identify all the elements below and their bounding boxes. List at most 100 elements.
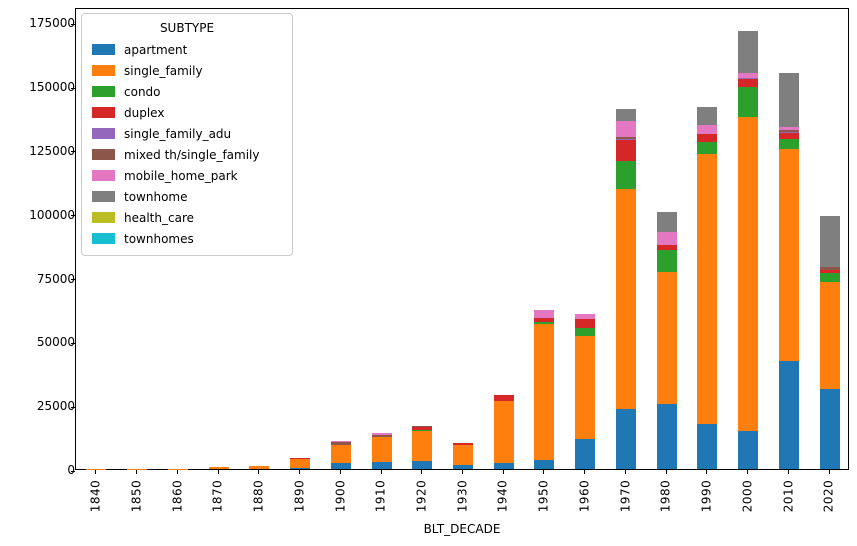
bar-stack-1970 xyxy=(615,109,636,469)
legend-swatch-icon xyxy=(92,107,115,118)
x-axis-tick-label-text: 1980 xyxy=(658,479,673,513)
legend-swatch-icon xyxy=(92,212,115,223)
legend-entry-mobile-home-park: mobile_home_park xyxy=(90,165,284,186)
bar-stack-1990 xyxy=(697,106,718,469)
bar-segment-duplex xyxy=(615,139,636,161)
y-tick-mark xyxy=(71,23,75,25)
legend-label: apartment xyxy=(124,42,188,57)
bar-segment-mobile-home-park xyxy=(778,127,799,130)
x-axis-tick-label: 1910 xyxy=(361,476,401,516)
legend-label: mobile_home_park xyxy=(124,168,238,183)
bar-segment-duplex xyxy=(697,133,718,143)
bar-segment-single-family xyxy=(615,189,636,409)
bar-segment-single-family xyxy=(249,465,270,469)
bar-segment-duplex xyxy=(534,317,555,323)
legend-swatch-icon xyxy=(92,44,115,55)
bar-segment-condo xyxy=(656,250,677,272)
bar-segment-apartment xyxy=(697,424,718,469)
bar-segment-duplex xyxy=(778,132,799,139)
x-axis-tick-label-text: 1900 xyxy=(332,479,347,513)
x-axis-tick-label: 1850 xyxy=(116,476,156,516)
x-tick-mark xyxy=(299,470,301,474)
x-axis-tick-label: 1900 xyxy=(320,476,360,516)
x-axis-tick-label: 2020 xyxy=(809,476,849,516)
x-axis-tick-label-text: 1970 xyxy=(617,479,632,513)
x-axis-tick-label: 1920 xyxy=(401,476,441,516)
x-tick-mark xyxy=(421,470,423,474)
x-tick-mark xyxy=(543,470,545,474)
bar-segment-duplex xyxy=(819,269,840,274)
x-tick-mark xyxy=(665,470,667,474)
bar-segment-mixed-th-single-family xyxy=(615,137,636,139)
bar-segment-single-family xyxy=(412,431,433,461)
x-axis-tick-label-text: 2020 xyxy=(821,479,836,513)
legend-label: single_family xyxy=(124,63,203,78)
bar-segment-duplex xyxy=(412,427,433,431)
x-axis-tick-label: 2010 xyxy=(768,476,808,516)
bar-segment-townhome xyxy=(656,212,677,232)
y-tick-mark xyxy=(71,342,75,344)
legend-label: health_care xyxy=(124,210,194,225)
bar-segment-apartment xyxy=(330,462,351,469)
bar-segment-mobile-home-park xyxy=(656,231,677,246)
bar-segment-single-family-adu xyxy=(615,138,636,140)
x-tick-mark xyxy=(706,470,708,474)
legend-swatch-icon xyxy=(92,65,115,76)
bar-stack-2000 xyxy=(738,30,759,469)
bar-segment-apartment xyxy=(738,431,759,469)
legend-entry-duplex: duplex xyxy=(90,102,284,123)
bar-segment-condo xyxy=(697,142,718,154)
x-axis-tick-label: 1860 xyxy=(157,476,197,516)
bar-segment-condo xyxy=(575,328,596,336)
y-axis-tick-label: 150000 xyxy=(29,80,75,95)
bar-segment-mixed-th-single-family xyxy=(330,442,351,445)
bar-segment-apartment xyxy=(371,462,392,469)
bar-segment-single-family-adu xyxy=(778,131,799,133)
x-tick-mark xyxy=(584,470,586,474)
bar-segment-mobile-home-park xyxy=(330,440,351,443)
legend-entry-apartment: apartment xyxy=(90,39,284,60)
legend-label: single_family_adu xyxy=(124,126,232,141)
legend-entries: apartment single_family condo duplex single_… xyxy=(90,39,284,249)
x-tick-mark xyxy=(462,470,463,474)
bar-segment-townhome xyxy=(738,30,759,74)
bar-segment-single-family xyxy=(778,148,799,361)
legend-entry-townhome: townhome xyxy=(90,186,284,207)
bar-segment-condo xyxy=(534,322,555,324)
bar-segment-apartment xyxy=(290,467,311,469)
bar-stack-1940 xyxy=(493,395,514,469)
bar-stack-1930 xyxy=(453,443,473,469)
bar-stack-2010 xyxy=(778,73,799,469)
bar-segment-condo xyxy=(819,273,840,283)
x-axis-tick-label: 1930 xyxy=(442,476,482,516)
y-axis-tick-label: 75000 xyxy=(36,271,75,286)
legend-swatch-icon xyxy=(92,170,115,181)
y-tick-mark xyxy=(71,279,75,281)
x-axis-tick-label: 1950 xyxy=(523,476,563,516)
bar-stack-1900 xyxy=(330,440,351,469)
bar-segment-condo xyxy=(615,160,636,190)
bar-segment-single-family xyxy=(330,444,351,463)
x-axis-tick-label-text: 1930 xyxy=(454,479,469,513)
y-axis-tick-label: 25000 xyxy=(36,399,75,414)
bar-segment-mobile-home-park xyxy=(697,125,718,134)
x-axis-tick-label-text: 1890 xyxy=(292,479,307,513)
x-axis-tick-label: 1890 xyxy=(279,476,319,516)
x-tick-mark xyxy=(176,470,178,474)
bar-segment-duplex xyxy=(493,395,514,402)
x-axis-tick-label-text: 1880 xyxy=(251,479,266,513)
x-tick-mark xyxy=(747,470,749,474)
x-tick-mark xyxy=(258,470,260,474)
y-axis-tick-label: 0 xyxy=(67,463,75,477)
x-axis-tick-label: 2000 xyxy=(727,476,767,516)
bar-segment-duplex xyxy=(453,443,473,446)
legend-swatch-icon xyxy=(92,128,115,139)
x-axis-tick-label: 1870 xyxy=(198,476,238,516)
bar-segment-apartment xyxy=(778,360,799,469)
x-axis-tick-label: 1840 xyxy=(75,476,115,516)
x-axis-tick-label-text: 2010 xyxy=(780,479,795,513)
bar-segment-mixed-th-single-family xyxy=(819,266,840,270)
legend-swatch-icon xyxy=(92,233,115,244)
x-axis-tick-label-text: 1990 xyxy=(699,479,714,513)
bar-segment-duplex xyxy=(656,245,677,251)
